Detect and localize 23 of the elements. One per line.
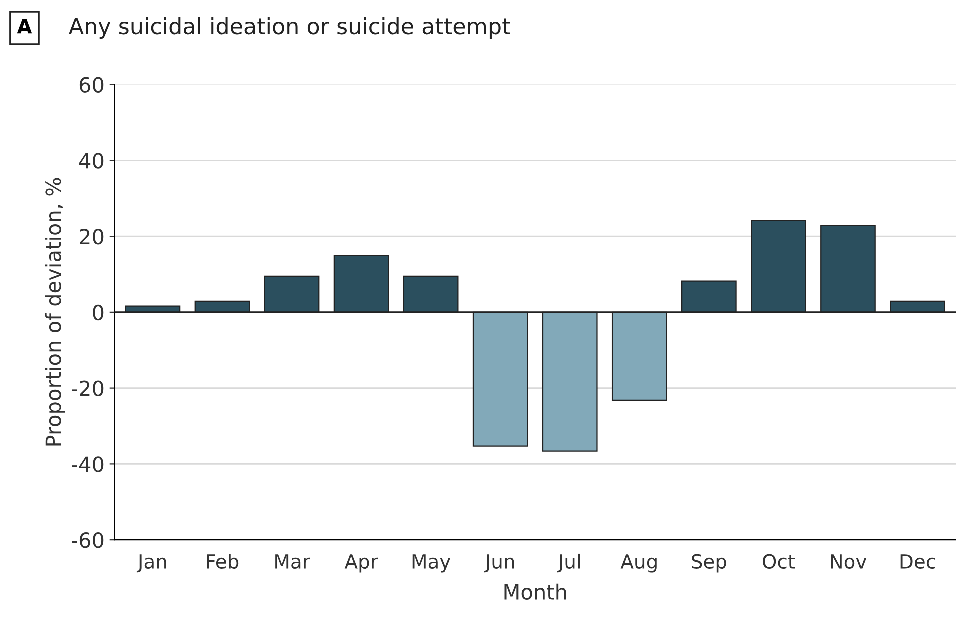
- y-tick-label: 20: [80, 229, 104, 245]
- x-axis-title: Month: [504, 584, 566, 600]
- x-tick-label: Aug: [620, 554, 657, 573]
- y-tick-label: -60: [72, 532, 104, 548]
- chart-title: Any suicidal ideation or suicide attempt: [69, 18, 510, 40]
- x-tick-label: Jul: [557, 554, 580, 573]
- y-axis-title: Proportion of deviation, %: [45, 178, 66, 446]
- x-tick-label: Oct: [762, 554, 796, 570]
- y-tick-label: 60: [80, 77, 104, 93]
- x-tick-label: Dec: [900, 554, 936, 570]
- x-tick-label: Jun: [484, 554, 514, 573]
- y-tick-label: -20: [72, 380, 104, 397]
- x-tick-label: Sep: [692, 554, 726, 573]
- y-tick-label: 0: [93, 304, 104, 321]
- x-tick-label: May: [412, 554, 451, 573]
- x-tick-label: Mar: [276, 554, 310, 570]
- x-tick-label: Nov: [831, 554, 867, 570]
- x-tick-label: Jan: [136, 554, 166, 573]
- y-tick-label: -40: [72, 456, 104, 472]
- y-tick-label: 40: [80, 153, 104, 169]
- text: A: [17, 19, 32, 34]
- x-tick-label: Feb: [207, 554, 239, 570]
- x-tick-label: Apr: [344, 554, 378, 573]
